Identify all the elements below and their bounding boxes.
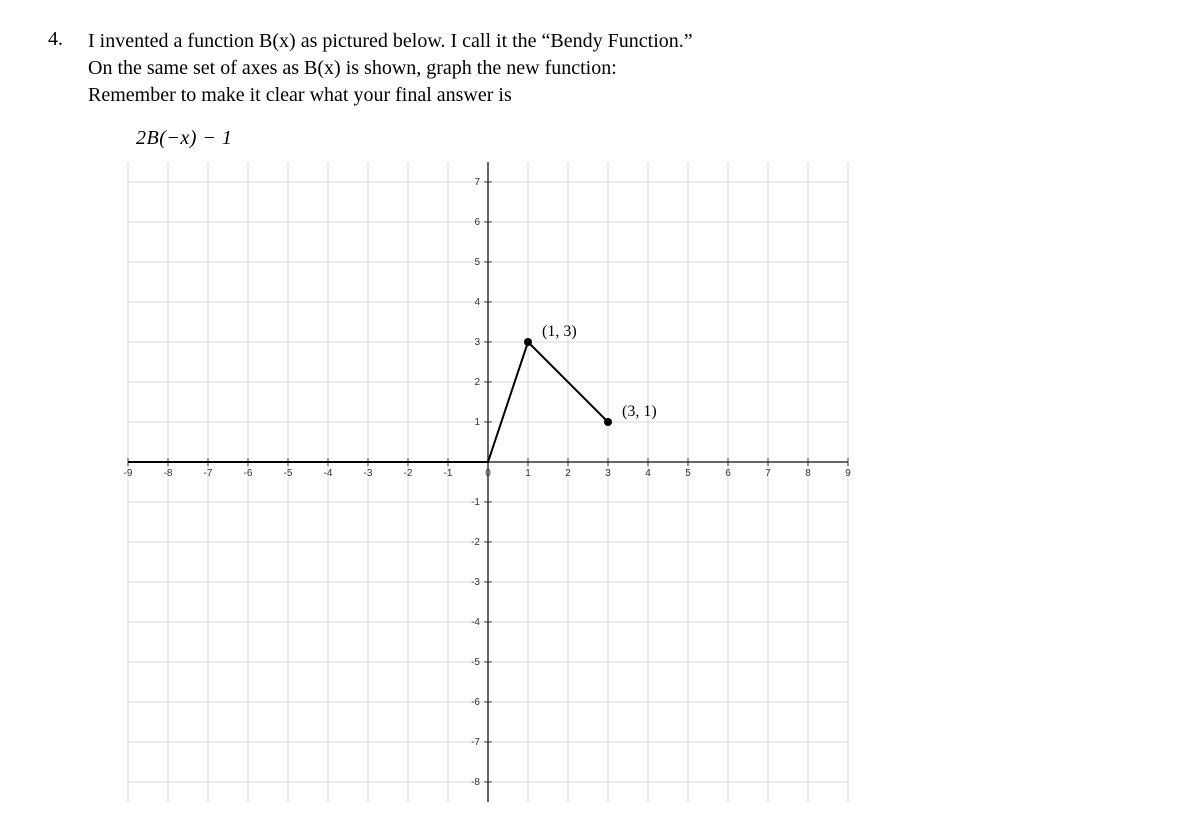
svg-text:-7: -7 — [204, 468, 213, 479]
svg-text:7: 7 — [765, 468, 771, 479]
svg-text:(3, 1): (3, 1) — [622, 403, 657, 420]
svg-text:2: 2 — [565, 468, 571, 479]
svg-text:-1: -1 — [444, 468, 453, 479]
svg-text:1: 1 — [474, 417, 480, 428]
svg-text:5: 5 — [685, 468, 691, 479]
svg-text:-5: -5 — [471, 657, 480, 668]
svg-text:-9: -9 — [124, 468, 133, 479]
svg-text:5: 5 — [474, 257, 480, 268]
svg-text:-8: -8 — [164, 468, 173, 479]
svg-text:-6: -6 — [244, 468, 253, 479]
graph-container: -9-8-7-6-5-4-3-2-10123456789-9-8-7-6-5-4… — [88, 162, 1152, 802]
svg-text:3: 3 — [474, 337, 480, 348]
svg-text:8: 8 — [805, 468, 811, 479]
problem-number: 4. — [48, 28, 72, 51]
svg-text:-5: -5 — [284, 468, 293, 479]
svg-text:3: 3 — [605, 468, 611, 479]
svg-text:-1: -1 — [471, 497, 480, 508]
svg-text:4: 4 — [645, 468, 651, 479]
svg-text:-3: -3 — [364, 468, 373, 479]
svg-text:7: 7 — [474, 177, 480, 188]
transformation-formula: 2B(−x) − 1 — [136, 127, 1152, 150]
svg-text:-3: -3 — [471, 577, 480, 588]
svg-text:-4: -4 — [471, 617, 480, 628]
problem-line-3: Remember to make it clear what your fina… — [88, 82, 693, 109]
svg-text:1: 1 — [525, 468, 531, 479]
svg-text:2: 2 — [474, 377, 480, 388]
problem-line-1: I invented a function B(x) as pictured b… — [88, 28, 693, 55]
svg-text:-2: -2 — [404, 468, 413, 479]
svg-text:-4: -4 — [324, 468, 333, 479]
problem-line-2: On the same set of axes as B(x) is shown… — [88, 55, 693, 82]
svg-text:6: 6 — [725, 468, 731, 479]
svg-text:-2: -2 — [471, 537, 480, 548]
svg-text:4: 4 — [474, 297, 480, 308]
svg-text:0: 0 — [485, 468, 491, 479]
svg-text:-7: -7 — [471, 737, 480, 748]
svg-text:-8: -8 — [471, 777, 480, 788]
problem-text: I invented a function B(x) as pictured b… — [88, 28, 693, 109]
svg-text:(1, 3): (1, 3) — [542, 323, 577, 340]
svg-text:9: 9 — [845, 468, 851, 479]
svg-text:-6: -6 — [471, 697, 480, 708]
coordinate-graph: -9-8-7-6-5-4-3-2-10123456789-9-8-7-6-5-4… — [88, 162, 908, 802]
svg-text:6: 6 — [474, 217, 480, 228]
